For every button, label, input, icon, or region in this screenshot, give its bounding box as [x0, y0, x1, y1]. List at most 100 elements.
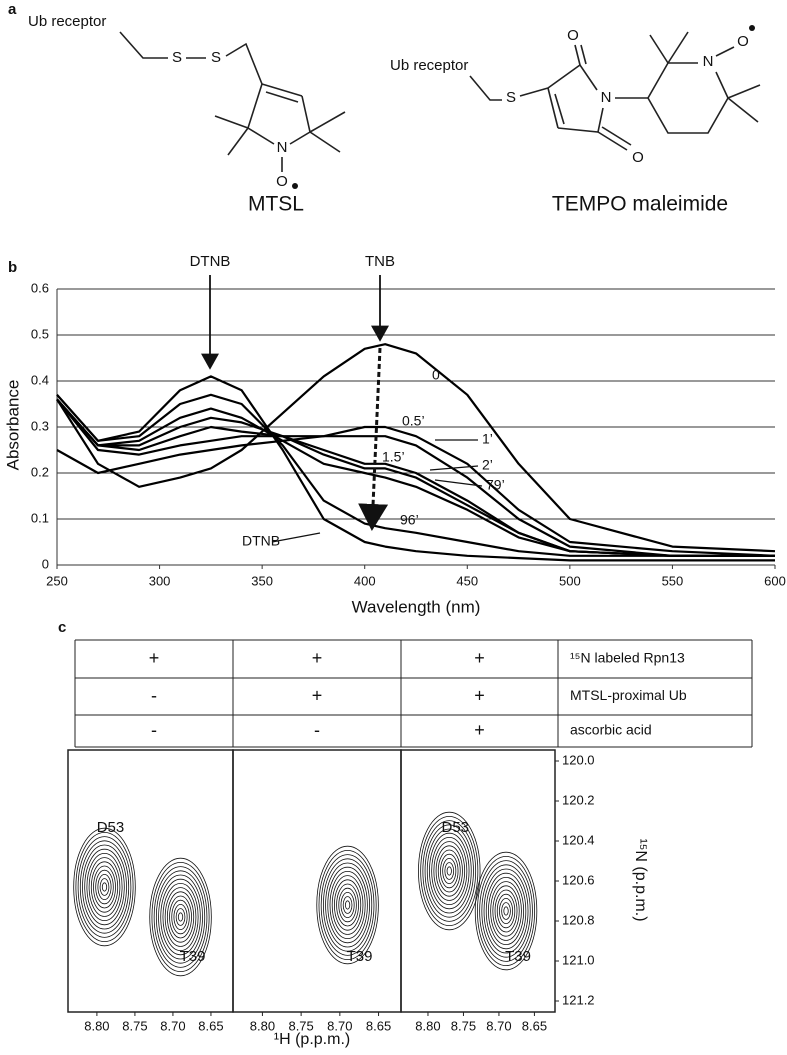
contour	[320, 854, 375, 956]
contour	[84, 848, 125, 926]
contour	[73, 827, 136, 947]
bond	[261, 83, 303, 97]
contour	[429, 832, 470, 910]
x-tick-label: 8.75	[122, 1018, 147, 1033]
contour	[503, 906, 509, 916]
contour	[420, 816, 479, 927]
contour	[151, 862, 210, 973]
y-tick-label: 120.4	[562, 832, 595, 847]
contour	[344, 900, 351, 910]
contour	[501, 902, 511, 920]
atom: S	[506, 89, 516, 106]
bond	[119, 31, 168, 59]
atom: O	[276, 173, 288, 190]
contour	[418, 811, 481, 931]
contour	[331, 875, 364, 935]
bond	[225, 42, 263, 85]
x-tick-label: 400	[354, 573, 376, 588]
bond	[715, 46, 735, 57]
contour	[164, 887, 197, 947]
x-tick-label: 8.75	[451, 1018, 476, 1033]
bond	[265, 91, 299, 103]
contour	[160, 878, 201, 956]
x-axis-title: Wavelength (nm)	[352, 597, 481, 616]
bond	[547, 63, 598, 91]
condition-sign: +	[474, 685, 485, 705]
bond	[289, 95, 311, 145]
atom: N	[277, 139, 288, 156]
atom: O	[567, 27, 579, 44]
contour	[322, 858, 373, 952]
contour	[485, 872, 527, 950]
x-tick-label: 8.65	[198, 1018, 223, 1033]
y-tick-label: 0.5	[31, 326, 49, 341]
peak-label: T39	[505, 948, 531, 965]
leader-line	[429, 465, 479, 471]
atom: O	[737, 33, 749, 50]
contour	[318, 850, 377, 961]
bond	[574, 44, 581, 66]
peak-label: T39	[180, 948, 206, 965]
contour	[424, 824, 474, 918]
contour	[490, 881, 522, 941]
y-tick-label: 121.2	[562, 992, 595, 1007]
contour	[93, 865, 116, 909]
bond	[667, 31, 689, 64]
x-tick-label: 8.80	[250, 1018, 275, 1033]
curve-label: 2’	[482, 457, 493, 473]
contour	[433, 841, 466, 901]
bond	[601, 126, 632, 146]
panel-label: a	[8, 1, 17, 18]
y-tick-label: 120.8	[562, 912, 595, 927]
contour	[483, 868, 529, 954]
bond	[554, 93, 565, 125]
spectrum-line	[56, 425, 776, 557]
contour	[153, 866, 208, 968]
curve-label: 79’	[486, 477, 505, 493]
contour	[82, 844, 127, 930]
curve-label: 1.5’	[382, 449, 405, 465]
x-tick-label: 8.80	[415, 1018, 440, 1033]
x-tick-label: 500	[559, 573, 581, 588]
x-tick-label: 450	[456, 573, 478, 588]
condition-sign: +	[312, 685, 323, 705]
contour	[474, 851, 538, 971]
peak-contours	[149, 857, 212, 977]
contour	[90, 861, 119, 913]
x-tick-label: 8.80	[84, 1018, 109, 1033]
bond	[727, 97, 759, 123]
structure-name: TEMPO maleimide	[552, 193, 728, 216]
contour	[342, 896, 353, 914]
contour	[340, 892, 355, 919]
bond	[547, 87, 559, 129]
contour	[488, 877, 525, 946]
x-axis-title: ¹H (p.p.m.)	[274, 1031, 350, 1048]
contour	[99, 878, 110, 896]
y-tick-label: 0.2	[31, 464, 49, 479]
contour	[329, 871, 366, 940]
receptor-label: Ub receptor	[28, 13, 106, 30]
bond	[580, 44, 587, 65]
receptor-label: Ub receptor	[390, 57, 468, 74]
spectrum-line	[56, 398, 775, 557]
atom: N	[703, 53, 714, 70]
atom: O	[632, 149, 644, 166]
x-tick-label: 8.70	[486, 1018, 511, 1033]
bond	[649, 34, 669, 64]
contour	[79, 840, 130, 934]
curve-label: 96’	[400, 512, 419, 528]
contour	[316, 845, 379, 965]
contour	[75, 832, 134, 943]
peak-label: D53	[441, 819, 469, 836]
contour	[336, 883, 359, 927]
y-tick-label: 0.1	[31, 510, 49, 525]
spectrum-line	[56, 398, 775, 557]
structure-name: MTSL	[248, 193, 304, 216]
contour	[175, 908, 186, 926]
contour	[481, 864, 531, 958]
condition-label: ¹⁵N labeled Rpn13	[570, 650, 685, 666]
bond	[519, 87, 549, 97]
y-tick-label: 120.6	[562, 872, 595, 887]
spectrum-line	[56, 343, 776, 553]
y-axis-title: ¹⁵N (p.p.m.)	[632, 838, 649, 921]
